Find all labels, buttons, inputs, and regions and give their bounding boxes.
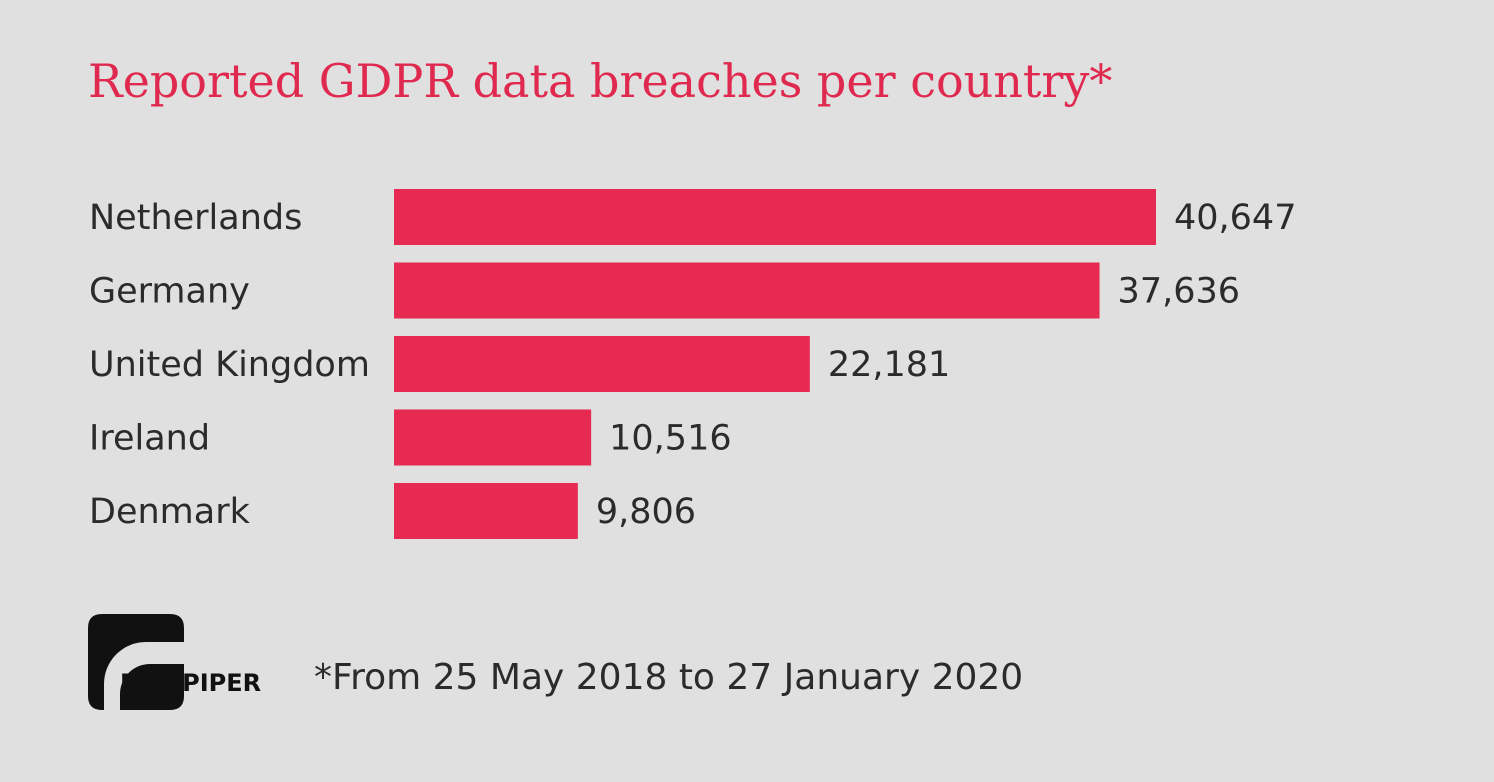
bar — [394, 336, 810, 392]
chart-title: Reported GDPR data breaches per country* — [88, 54, 1113, 108]
value-label: 37,636 — [1118, 272, 1240, 312]
value-label: 9,806 — [596, 492, 696, 532]
category-label: Denmark — [89, 492, 251, 532]
dla-piper-logo-mark-icon — [88, 614, 184, 710]
value-label: 40,647 — [1174, 198, 1296, 238]
bar — [394, 409, 592, 466]
category-label: Germany — [89, 272, 250, 312]
bar — [394, 483, 578, 539]
value-label: 10,516 — [609, 419, 731, 459]
dla-piper-logo: DLA PIPER — [88, 614, 261, 710]
bar — [394, 262, 1100, 319]
bar-chart: Netherlands 40,647 Germany 37,636 United Kin… — [89, 189, 1296, 539]
category-label: Netherlands — [89, 198, 302, 238]
value-label: 22,181 — [828, 345, 950, 385]
category-label: Ireland — [89, 419, 210, 459]
logo-text: DLA PIPER — [120, 669, 262, 697]
bar — [394, 189, 1156, 245]
category-label: United Kingdom — [89, 345, 370, 385]
footnote: *From 25 May 2018 to 27 January 2020 — [314, 657, 1024, 698]
